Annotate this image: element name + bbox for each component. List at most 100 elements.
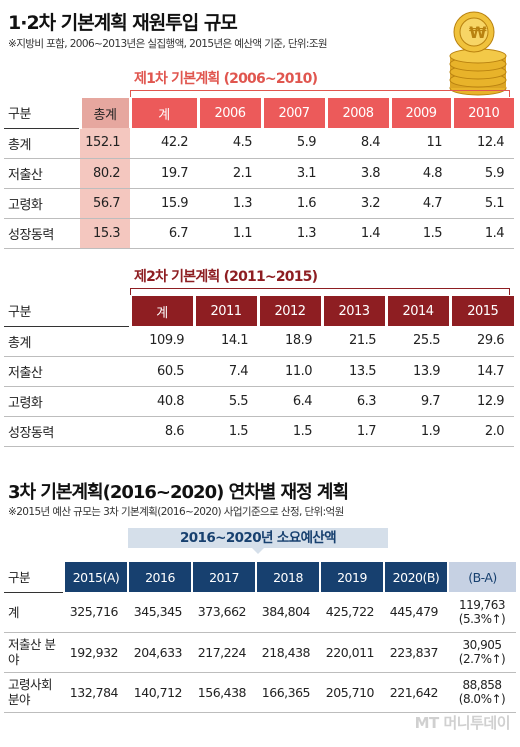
cell: 4.7 (390, 188, 452, 219)
col-header-2011: 2011 (192, 296, 258, 326)
cell: 132,784 (64, 672, 128, 713)
row-label: 총계 (4, 326, 130, 357)
cell: 3.1 (262, 158, 326, 189)
plan1-bracket (130, 90, 510, 97)
gubun-header: 구분 (4, 562, 64, 593)
cell: 15.3 (80, 218, 130, 249)
diff-rate: (8.0%↑) (458, 692, 506, 706)
cell: 223,837 (384, 632, 448, 673)
cell: 13.5 (322, 356, 386, 387)
col-header-total: 총계 (78, 98, 130, 128)
cell: 425,722 (320, 592, 384, 633)
diff-cell: 119,763 (5.3%↑) (448, 592, 516, 633)
cell: 2.1 (198, 158, 262, 189)
plan2-table: 구분 계 2011 2012 2013 2014 2015 총계 109.9 1… (4, 296, 514, 447)
diff-rate: (5.3%↑) (458, 611, 506, 626)
table-row: 성장동력 8.6 1.5 1.5 1.7 1.9 2.0 (4, 416, 514, 447)
row-label: 저출산 분야 (4, 632, 64, 673)
cell: 166,365 (256, 672, 320, 713)
plan1-header-row: 구분 총계 계 2006 2007 2008 2009 2010 (4, 98, 514, 129)
col-header-2016: 2016 (127, 562, 192, 592)
row-label: 성장동력 (4, 416, 130, 447)
col-header-2008: 2008 (324, 98, 390, 128)
col-header-2020b: 2020(B) (383, 562, 448, 592)
col-header-2013: 2013 (320, 296, 386, 326)
banner-pointer (252, 548, 264, 554)
cell: 12.9 (450, 386, 514, 417)
cell: 1.5 (194, 416, 258, 447)
table-row: 저출산 분야 192,932 204,633 217,224 218,438 2… (4, 632, 516, 673)
cell: 220,011 (320, 632, 384, 673)
cell: 345,345 (128, 592, 192, 633)
cell: 6.4 (258, 386, 322, 417)
col-header-2017: 2017 (191, 562, 256, 592)
diff-value: 88,858 (462, 678, 503, 692)
cell: 14.1 (194, 326, 258, 357)
diff-cell: 88,858 (8.0%↑) (448, 672, 516, 713)
cell: 373,662 (192, 592, 256, 633)
col-header-2018: 2018 (255, 562, 320, 592)
unit-note: ※지방비 포함, 2006~2013년은 실집행액, 2015년은 예산액 기준… (8, 38, 328, 50)
plan2-label: 제2차 기본계획 (2011~2015) (134, 269, 318, 285)
cell: 221,642 (384, 672, 448, 713)
plan3-table: 구분 2015(A) 2016 2017 2018 2019 2020(B) (… (4, 562, 516, 713)
row-label: 성장동력 (4, 218, 80, 249)
cell: 8.4 (326, 128, 390, 159)
col-header-2014: 2014 (384, 296, 450, 326)
cell: 140,712 (128, 672, 192, 713)
cell: 5.9 (452, 158, 514, 189)
cell: 21.5 (322, 326, 386, 357)
cell: 15.9 (130, 188, 198, 219)
cell: 1.6 (262, 188, 326, 219)
cell: 218,438 (256, 632, 320, 673)
cell: 1.3 (262, 218, 326, 249)
col-header-2012: 2012 (256, 296, 322, 326)
cell: 19.7 (130, 158, 198, 189)
cell: 80.2 (80, 158, 130, 189)
cell: 217,224 (192, 632, 256, 673)
cell: 1.9 (386, 416, 450, 447)
svg-text:₩: ₩ (469, 23, 487, 42)
col-header-2009: 2009 (388, 98, 452, 128)
cell: 4.8 (390, 158, 452, 189)
cell: 7.4 (194, 356, 258, 387)
diff-rate: (2.7%↑) (458, 652, 506, 666)
cell: 40.8 (130, 386, 194, 417)
plan1-table: 구분 총계 계 2006 2007 2008 2009 2010 총계 152.… (4, 98, 514, 249)
diff-value: 30,905 (462, 638, 503, 652)
plan2-header-row: 구분 계 2011 2012 2013 2014 2015 (4, 296, 514, 327)
cell: 1.1 (198, 218, 262, 249)
cell: 192,932 (64, 632, 128, 673)
cell: 11.0 (258, 356, 322, 387)
col-header-2015a: 2015(A) (63, 562, 128, 592)
cell: 12.4 (452, 128, 514, 159)
table-row: 저출산 60.5 7.4 11.0 13.5 13.9 14.7 (4, 356, 514, 387)
cell: 4.5 (198, 128, 262, 159)
table-row: 총계 109.9 14.1 18.9 21.5 25.5 29.6 (4, 326, 514, 357)
table-row: 고령사회 분야 132,784 140,712 156,438 166,365 … (4, 672, 516, 713)
gubun-header: 구분 (4, 98, 80, 129)
cell: 6.3 (322, 386, 386, 417)
plan2-bracket (130, 288, 510, 295)
cell: 6.7 (130, 218, 198, 249)
cell: 1.5 (390, 218, 452, 249)
table-row: 저출산 80.2 19.7 2.1 3.1 3.8 4.8 5.9 (4, 158, 514, 189)
table-row: 고령화 56.7 15.9 1.3 1.6 3.2 4.7 5.1 (4, 188, 514, 219)
row-label: 저출산 (4, 356, 130, 387)
row-label: 고령화 (4, 188, 80, 219)
cell: 152.1 (80, 128, 130, 159)
cell: 156,438 (192, 672, 256, 713)
col-header-2006: 2006 (196, 98, 262, 128)
cell: 14.7 (450, 356, 514, 387)
cell: 11 (390, 128, 452, 159)
cell: 1.7 (322, 416, 386, 447)
table-row: 총계 152.1 42.2 4.5 5.9 8.4 11 12.4 (4, 128, 514, 159)
row-label: 총계 (4, 128, 80, 159)
plan3-header-row: 구분 2015(A) 2016 2017 2018 2019 2020(B) (… (4, 562, 516, 593)
gubun-header: 구분 (4, 296, 130, 327)
page-title: 1·2차 기본계획 재원투입 규모 (8, 12, 238, 34)
cell: 325,716 (64, 592, 128, 633)
diff-cell: 30,905 (2.7%↑) (448, 632, 516, 673)
cell: 1.4 (452, 218, 514, 249)
unit-note-2: ※2015년 예산 규모는 3차 기본계획(2016~2020) 사업기준으로 … (8, 506, 344, 518)
